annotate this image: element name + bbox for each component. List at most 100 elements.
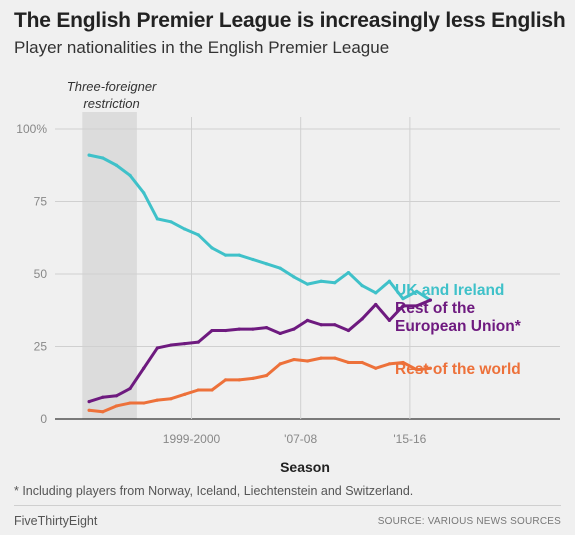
shaded-region-label: restriction bbox=[83, 96, 139, 111]
data-point bbox=[428, 366, 432, 370]
data-point bbox=[292, 357, 296, 362]
data-point bbox=[101, 395, 105, 399]
data-point bbox=[210, 328, 214, 333]
data-point bbox=[264, 262, 269, 266]
footnote: * Including players from Norway, Iceland… bbox=[14, 484, 414, 498]
data-point bbox=[224, 253, 228, 257]
chart-title: The English Premier League is increasing… bbox=[14, 9, 566, 32]
series-line-2 bbox=[87, 356, 432, 414]
data-point bbox=[183, 392, 187, 396]
data-point bbox=[264, 326, 269, 330]
data-point bbox=[401, 297, 405, 301]
line-chart: Three-foreigner restriction 0 25 50 75 100% 1… bbox=[16, 79, 560, 475]
data-point bbox=[333, 323, 337, 327]
data-point bbox=[87, 153, 91, 157]
chart-subtitle: Player nationalities in the English Prem… bbox=[14, 38, 390, 57]
data-point bbox=[237, 253, 241, 257]
shaded-region-label: Three-foreigner bbox=[67, 79, 157, 94]
data-point bbox=[155, 346, 159, 350]
data-point bbox=[387, 279, 391, 283]
data-point bbox=[305, 318, 310, 322]
data-point bbox=[183, 227, 187, 231]
data-point bbox=[87, 408, 91, 412]
data-point bbox=[142, 401, 146, 405]
data-point bbox=[264, 373, 269, 378]
data-point bbox=[128, 173, 132, 177]
x-axis-label: Season bbox=[280, 459, 330, 475]
y-tick-label: 100% bbox=[16, 122, 47, 136]
x-tick-label: 1999-2000 bbox=[163, 432, 221, 446]
data-point bbox=[319, 279, 323, 283]
data-point bbox=[346, 270, 351, 275]
data-point bbox=[169, 343, 173, 347]
data-point bbox=[251, 327, 255, 331]
data-point bbox=[210, 388, 214, 392]
series-label: European Union* bbox=[395, 318, 522, 335]
y-tick-label: 75 bbox=[34, 195, 48, 209]
series-label: Rest of the world bbox=[395, 361, 521, 378]
data-point bbox=[114, 163, 119, 167]
y-tick-label: 0 bbox=[40, 412, 47, 426]
data-point bbox=[346, 328, 351, 333]
series-line-1 bbox=[87, 298, 432, 404]
series-label: Rest of the bbox=[395, 300, 475, 317]
data-point bbox=[169, 220, 173, 224]
data-point bbox=[101, 156, 105, 160]
data-point bbox=[428, 298, 432, 302]
data-point bbox=[237, 327, 241, 331]
data-point bbox=[210, 246, 214, 250]
shaded-region bbox=[82, 112, 137, 419]
data-point bbox=[155, 398, 159, 402]
data-point bbox=[374, 302, 378, 307]
series-lines bbox=[87, 153, 432, 414]
data-point bbox=[387, 362, 391, 366]
series-line-0 bbox=[87, 153, 432, 302]
data-point bbox=[333, 281, 337, 285]
data-point bbox=[128, 386, 132, 391]
data-point bbox=[224, 378, 228, 382]
data-point bbox=[142, 191, 146, 195]
x-tick-label: '07-08 bbox=[284, 432, 317, 446]
data-point bbox=[196, 388, 200, 392]
data-point bbox=[87, 400, 91, 404]
data-point bbox=[142, 366, 146, 370]
data-point bbox=[224, 328, 228, 333]
data-point bbox=[155, 217, 159, 221]
x-tick-label: '15-16 bbox=[393, 432, 426, 446]
data-point bbox=[333, 356, 337, 360]
data-point bbox=[251, 376, 255, 380]
data-point bbox=[278, 331, 282, 336]
data-point bbox=[401, 360, 405, 365]
data-point bbox=[360, 317, 364, 321]
data-point bbox=[114, 404, 119, 408]
data-point bbox=[196, 233, 200, 237]
source-note: SOURCE: VARIOUS NEWS SOURCES bbox=[377, 516, 561, 527]
data-point bbox=[415, 368, 419, 372]
data-point bbox=[278, 266, 282, 270]
data-point bbox=[415, 304, 419, 308]
y-axis-tick-labels: 0 25 50 75 100% bbox=[16, 122, 47, 426]
data-point bbox=[305, 282, 310, 286]
brand-name: FiveThirtyEight bbox=[14, 514, 98, 528]
data-point bbox=[374, 366, 378, 370]
data-point bbox=[360, 284, 364, 288]
data-point bbox=[292, 327, 296, 331]
data-point bbox=[278, 362, 282, 366]
footer-divider bbox=[14, 505, 561, 506]
data-point bbox=[346, 360, 351, 365]
data-point bbox=[114, 394, 119, 398]
y-tick-label: 50 bbox=[34, 267, 48, 281]
data-point bbox=[251, 257, 255, 262]
data-point bbox=[237, 378, 241, 382]
x-axis-tick-labels: 1999-2000 '07-08 '15-16 bbox=[163, 432, 427, 446]
data-point bbox=[169, 397, 173, 401]
series-label: UK and Ireland bbox=[395, 282, 504, 299]
data-point bbox=[292, 275, 296, 279]
data-point bbox=[415, 289, 419, 293]
data-point bbox=[305, 359, 310, 363]
data-point bbox=[387, 318, 391, 322]
data-point bbox=[319, 356, 323, 360]
data-point bbox=[183, 342, 187, 346]
data-point bbox=[319, 323, 323, 327]
